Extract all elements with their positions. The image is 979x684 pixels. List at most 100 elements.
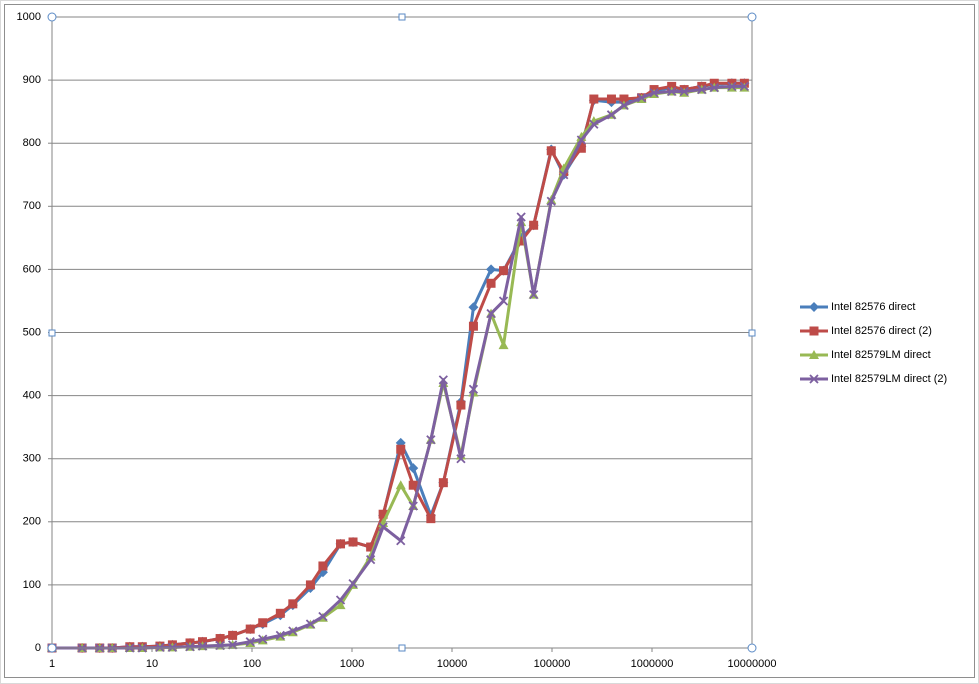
handle <box>47 643 57 653</box>
point <box>498 340 509 350</box>
chart-area-border <box>4 4 975 678</box>
legend-marker <box>809 374 819 384</box>
point <box>288 599 298 609</box>
point <box>667 81 677 91</box>
point <box>426 514 436 524</box>
series <box>47 81 750 653</box>
y-tick-label: 1000 <box>17 11 41 23</box>
handle <box>398 644 406 652</box>
point <box>366 555 376 565</box>
point <box>215 634 225 644</box>
selection-handles <box>47 12 757 653</box>
point <box>378 522 388 532</box>
y-tick-label: 500 <box>23 326 41 338</box>
point <box>408 480 418 490</box>
point <box>499 266 509 276</box>
x-tick-label: 100 <box>243 658 261 670</box>
point <box>529 220 539 230</box>
point <box>288 626 298 636</box>
point <box>426 435 436 445</box>
point <box>619 94 629 104</box>
y-tick-label: 200 <box>23 516 41 528</box>
point <box>468 302 479 313</box>
point <box>709 83 719 93</box>
point <box>197 641 208 651</box>
y-tick-label: 900 <box>23 74 41 86</box>
handle <box>747 12 757 22</box>
point <box>516 236 526 246</box>
handle <box>398 13 406 21</box>
point <box>619 100 629 110</box>
point <box>258 618 268 628</box>
point <box>185 642 195 652</box>
y-tick-label: 600 <box>23 263 41 275</box>
point <box>378 509 388 519</box>
point <box>336 539 346 549</box>
point <box>739 81 750 92</box>
point <box>396 444 406 454</box>
handle <box>48 329 56 337</box>
point <box>318 611 328 622</box>
y-tick-label: 700 <box>23 200 41 212</box>
point <box>727 81 737 92</box>
point <box>245 624 255 634</box>
x-tick-label: 10 <box>146 658 158 670</box>
point <box>498 296 509 306</box>
point <box>395 480 406 490</box>
handle <box>747 643 757 653</box>
legend-label: Intel 82579LM direct (2) <box>831 373 947 385</box>
point <box>335 595 346 605</box>
point <box>649 88 659 98</box>
point <box>408 463 419 474</box>
legend-marker <box>809 350 819 359</box>
point <box>486 278 496 288</box>
point <box>348 579 358 589</box>
point <box>468 321 478 331</box>
point <box>576 135 586 145</box>
grid: 0 100 200 300 400 500 600 700 800 900 1000 1 10 100 10… <box>17 11 777 670</box>
point <box>348 537 358 547</box>
point <box>456 454 466 464</box>
point <box>335 600 346 610</box>
point <box>529 290 539 300</box>
point <box>228 630 238 640</box>
x-tick-label: 100000 <box>534 658 571 670</box>
legend-marker <box>809 302 819 312</box>
point <box>438 478 448 488</box>
point <box>155 642 165 653</box>
point <box>636 93 647 103</box>
legend-label: Intel 82576 direct <box>831 301 915 313</box>
point <box>486 264 497 275</box>
legend-label: Intel 82579LM direct <box>831 349 931 361</box>
x-tick-label: 10000 <box>437 658 468 670</box>
y-tick-label: 800 <box>23 137 41 149</box>
x-tick-label: 10000000 <box>728 658 777 670</box>
point <box>275 608 285 618</box>
x-tick-label: 1000000 <box>631 658 674 670</box>
point <box>438 375 448 385</box>
point <box>589 94 599 104</box>
x-tick-label: 1000 <box>340 658 364 670</box>
point <box>305 619 316 629</box>
point <box>305 580 315 590</box>
handle <box>47 12 57 22</box>
series-line <box>52 81 745 650</box>
legend-marker <box>809 326 819 336</box>
point <box>589 119 599 129</box>
point <box>245 637 255 647</box>
point <box>258 634 268 644</box>
point <box>546 146 556 156</box>
point <box>606 94 616 104</box>
point <box>697 84 707 95</box>
handle <box>748 329 756 337</box>
point <box>318 561 328 571</box>
point <box>546 196 556 206</box>
y-tick-label: 300 <box>23 453 41 465</box>
series-line <box>52 84 745 650</box>
point <box>679 86 689 97</box>
plot <box>47 78 750 653</box>
x-tick-label: 1 <box>49 658 55 670</box>
point <box>486 308 496 319</box>
